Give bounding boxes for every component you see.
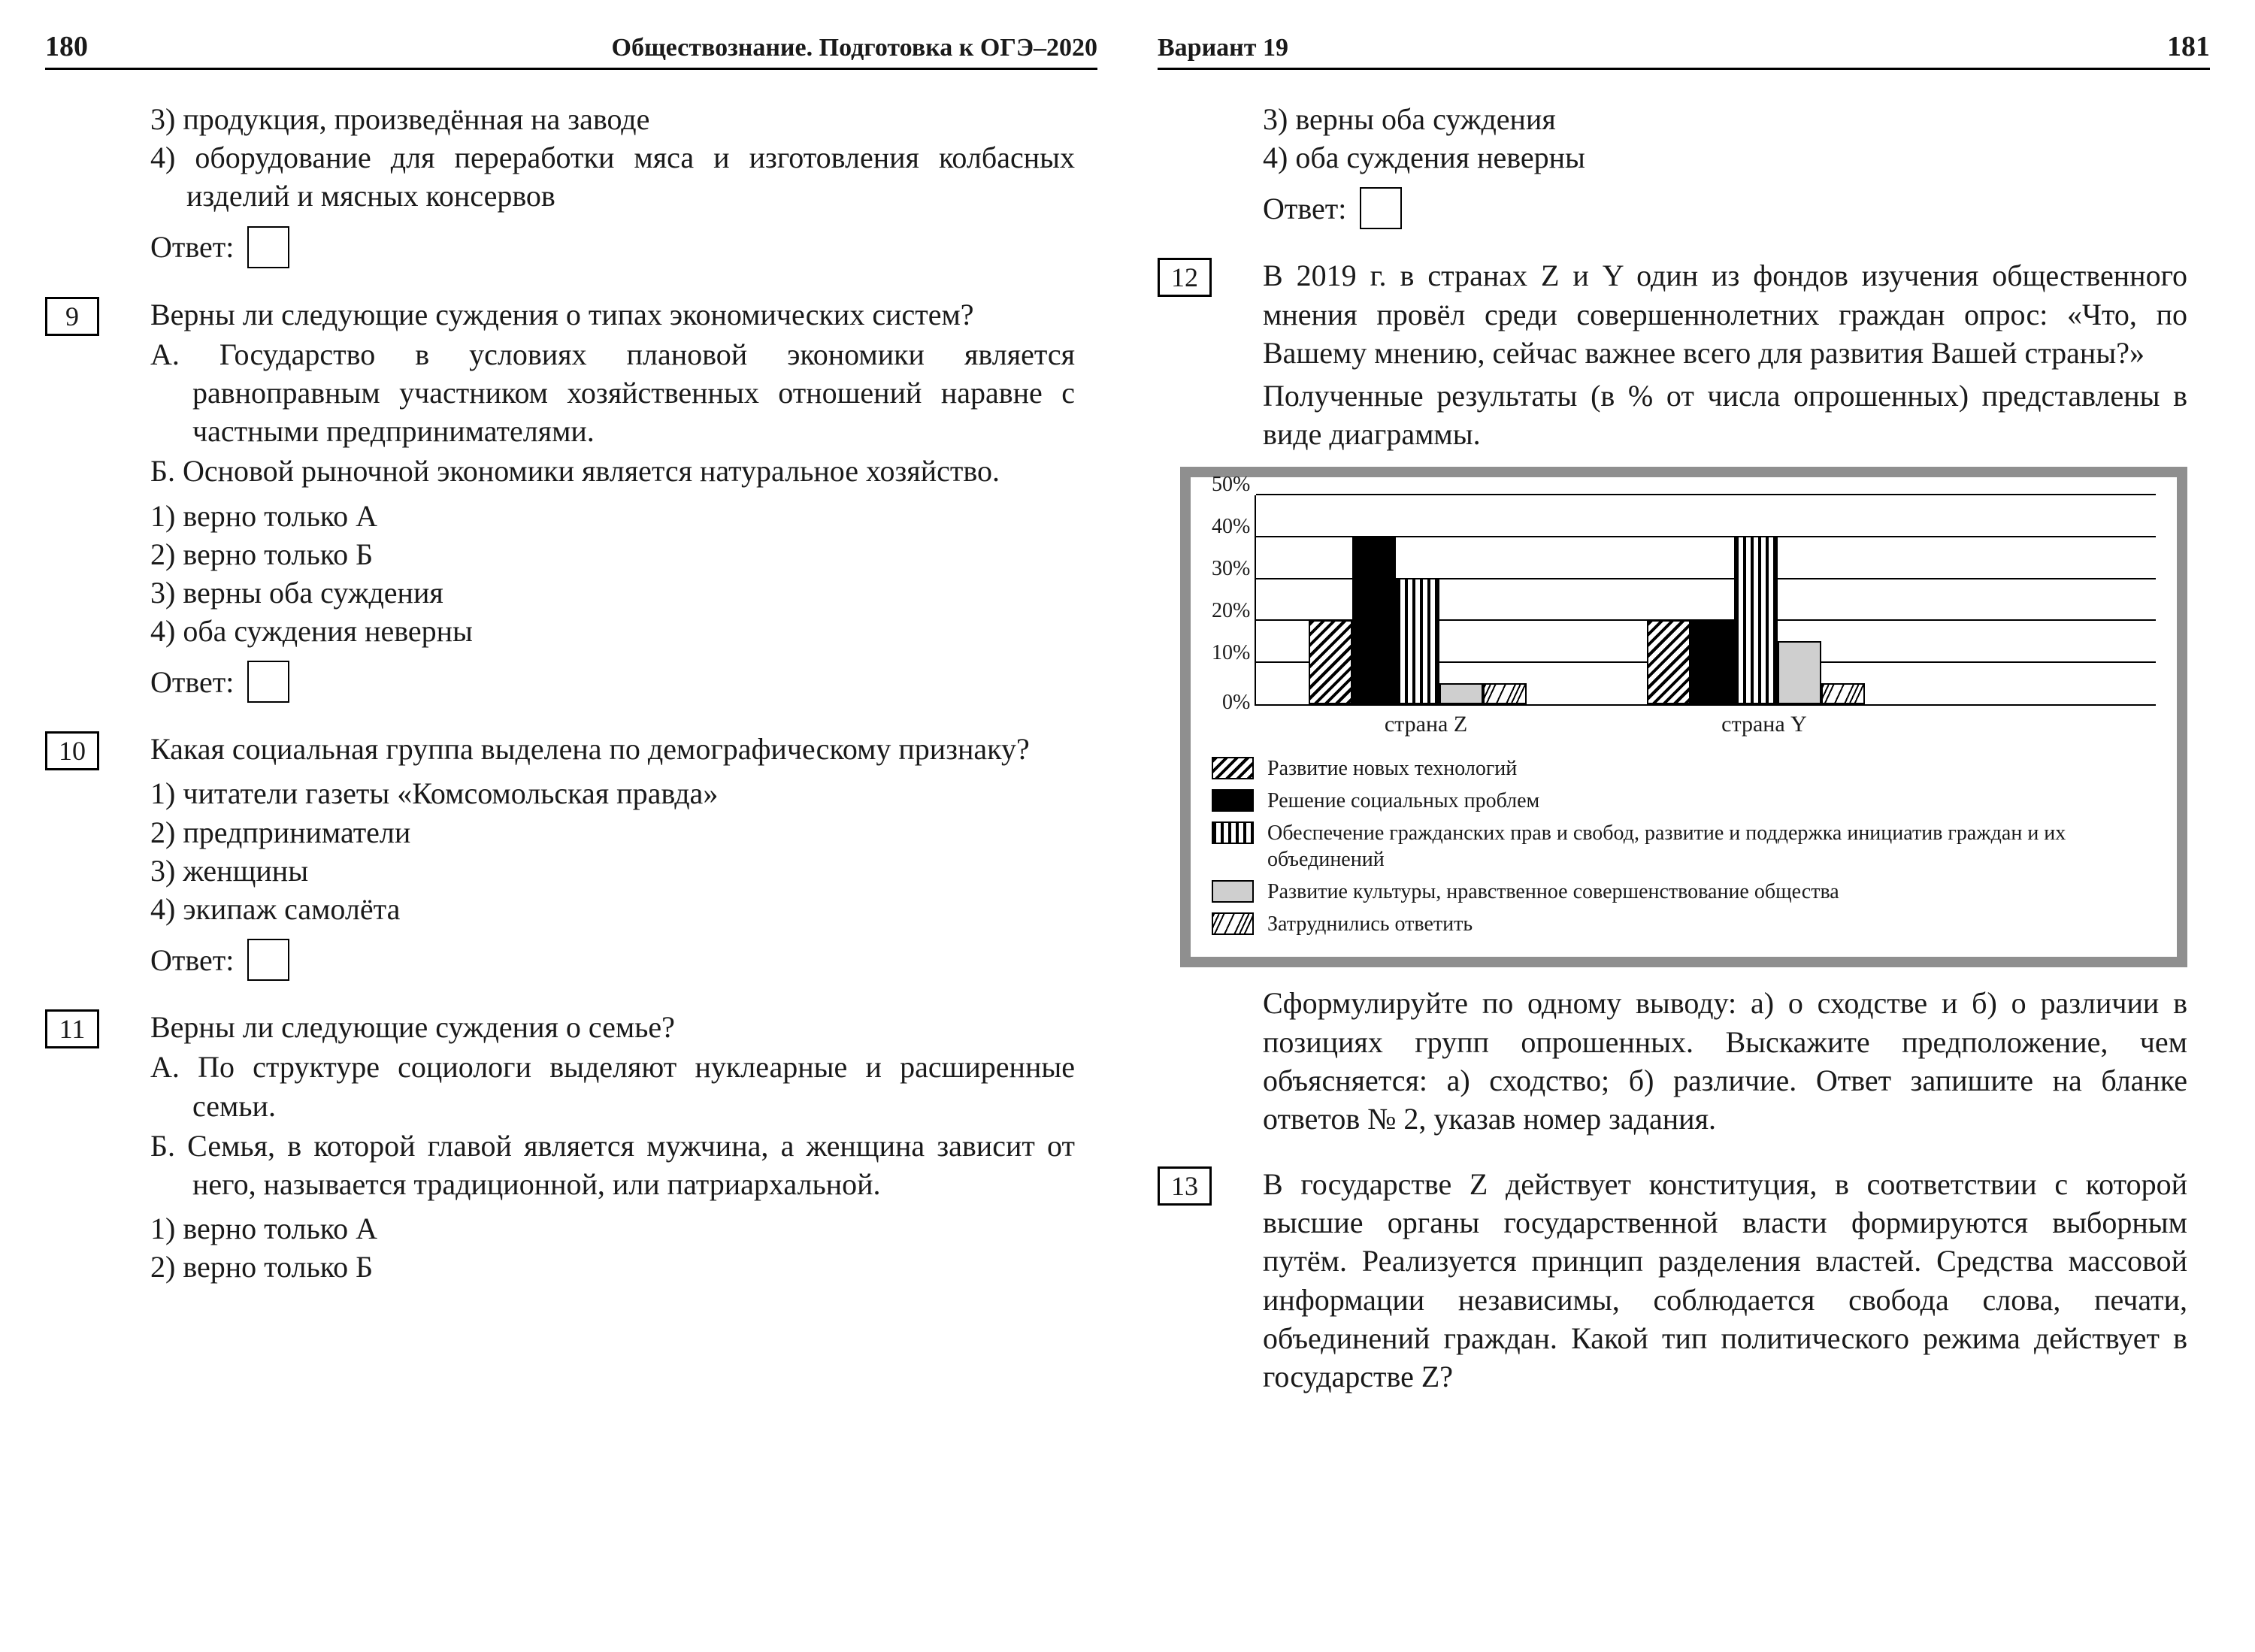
question-11: 11 Верны ли следующие суждения о семье? …	[150, 1008, 1075, 1286]
option-3: 3) женщины	[150, 852, 1075, 890]
statement-a: А. Государство в условиях плановой эконо…	[150, 335, 1075, 451]
statement-b: Б. Основой рыночной экономики является н…	[150, 452, 1075, 490]
content-right: 3) верны оба суждения 4) оба суждения не…	[1158, 100, 2210, 1396]
answer-box[interactable]	[247, 661, 289, 703]
legend-swatch	[1212, 789, 1254, 812]
legend-swatch	[1212, 880, 1254, 903]
statement-a: А. По структуре социологи выделяют нукле…	[150, 1048, 1075, 1124]
bar-rights	[1734, 536, 1778, 704]
legend-label: Затруднились ответить	[1267, 911, 1473, 937]
running-head-left: 180 Обществознание. Подготовка к ОГЭ–202…	[45, 30, 1097, 70]
question-stem: Верны ли следующие суждения о семье?	[150, 1008, 1075, 1046]
option-3: 3) продукция, произведённая на заводе	[150, 100, 1075, 138]
bar-culture	[1778, 641, 1821, 704]
legend-swatch	[1212, 757, 1254, 779]
answer-box[interactable]	[247, 939, 289, 981]
chart-plot-area	[1255, 495, 2156, 706]
question-stem: Какая социальная группа выделена по демо…	[150, 730, 1075, 768]
bar-dunno	[1821, 683, 1865, 704]
chart-category-labels: страна Z страна Y	[1212, 712, 2156, 742]
chart-frame: 50%40%30%20%10%0% страна Z страна Y Разви…	[1180, 467, 2187, 967]
gridline	[1256, 494, 2156, 495]
question-9: 9 Верны ли следующие суждения о типах эк…	[150, 295, 1075, 703]
carryover-options: 3) продукция, произведённая на заводе 4)…	[150, 100, 1075, 268]
question-number-box: 12	[1158, 258, 1212, 297]
page-number-left: 180	[45, 30, 88, 63]
question-12-after: Сформулируйте по одному выводу: а) о схо…	[1263, 984, 2187, 1138]
content-left: 3) продукция, произведённая на заводе 4)…	[45, 100, 1097, 1287]
page-number-right: 181	[2167, 30, 2210, 63]
answer-label: Ответ:	[150, 229, 234, 265]
question-number-box: 9	[45, 297, 99, 336]
answer-label: Ответ:	[150, 942, 234, 978]
answer-box[interactable]	[247, 226, 289, 268]
question-stem: В государстве Z действует конституция, в…	[1263, 1165, 2187, 1396]
option-1: 1) читатели газеты «Комсомольская правда…	[150, 774, 1075, 812]
legend-row: Затруднились ответить	[1212, 911, 2156, 937]
question-12: 12 В 2019 г. в странах Z и Y один из фон…	[1263, 256, 2187, 1138]
statement-b: Б. Семья, в которой главой является мужч…	[150, 1127, 1075, 1203]
option-4: 4) оборудование для переработки мяса и и…	[150, 138, 1075, 215]
running-title-right: Вариант 19	[1158, 34, 1288, 62]
legend-row: Развитие новых технологий	[1212, 755, 2156, 782]
running-head-right: Вариант 19 181	[1158, 30, 2210, 70]
bar-social	[1690, 620, 1734, 704]
bar-social	[1352, 536, 1396, 704]
question-number-box: 10	[45, 731, 99, 770]
legend-label: Развитие новых технологий	[1267, 755, 1517, 782]
question-number-box: 13	[1158, 1166, 1212, 1206]
legend-label: Решение социальных проблем	[1267, 788, 1539, 814]
option-4: 4) экипаж самолёта	[150, 890, 1075, 928]
option-1: 1) верно только А	[150, 497, 1075, 535]
question-stem: Верны ли следующие суждения о типах экон…	[150, 295, 1075, 334]
legend-label: Развитие культуры, нравственное совершен…	[1267, 879, 1839, 905]
page-right: Вариант 19 181 3) верны оба суждения 4) …	[1158, 30, 2210, 1423]
legend-row: Обеспечение гражданских прав и свобод, р…	[1212, 820, 2156, 873]
category-label: страна Y	[1655, 712, 1873, 737]
option-4: 4) оба суждения неверны	[1263, 138, 2187, 177]
question-10: 10 Какая социальная группа выделена по д…	[150, 730, 1075, 981]
bar-tech	[1309, 620, 1352, 704]
legend-row: Развитие культуры, нравственное совершен…	[1212, 879, 2156, 905]
page-left: 180 Обществознание. Подготовка к ОГЭ–202…	[45, 30, 1097, 1423]
running-title-left: Обществознание. Подготовка к ОГЭ–2020	[612, 34, 1097, 62]
option-3: 3) верны оба суждения	[150, 573, 1075, 612]
question-number-box: 11	[45, 1009, 99, 1048]
carryover-options-right: 3) верны оба суждения 4) оба суждения не…	[1263, 100, 2187, 229]
question-stem-2: Полученные результаты (в % от числа опро…	[1263, 377, 2187, 453]
legend-swatch	[1212, 912, 1254, 935]
question-stem-1: В 2019 г. в странах Z и Y один из фондов…	[1263, 256, 2187, 372]
option-2: 2) верно только Б	[150, 1248, 1075, 1286]
legend-row: Решение социальных проблем	[1212, 788, 2156, 814]
answer-label: Ответ:	[150, 664, 234, 700]
option-4: 4) оба суждения неверны	[150, 612, 1075, 650]
question-13: 13 В государстве Z действует конституция…	[1263, 1165, 2187, 1396]
bar-tech	[1647, 620, 1690, 704]
category-label: страна Z	[1317, 712, 1535, 737]
bar-culture	[1439, 683, 1483, 704]
legend-label: Обеспечение гражданских прав и свобод, р…	[1267, 820, 2156, 873]
page-spread: 180 Обществознание. Подготовка к ОГЭ–202…	[45, 30, 2210, 1423]
option-2: 2) предприниматели	[150, 813, 1075, 852]
chart-legend: Развитие новых технологий Решение социаль…	[1212, 755, 2156, 937]
answer-box[interactable]	[1360, 187, 1402, 229]
chart-y-axis: 50%40%30%20%10%0%	[1212, 495, 1255, 706]
answer-label: Ответ:	[1263, 191, 1346, 226]
option-2: 2) верно только Б	[150, 535, 1075, 573]
option-1: 1) верно только А	[150, 1209, 1075, 1248]
legend-swatch	[1212, 821, 1254, 844]
bar-dunno	[1483, 683, 1527, 704]
bar-rights	[1396, 578, 1439, 704]
option-3: 3) верны оба суждения	[1263, 100, 2187, 138]
